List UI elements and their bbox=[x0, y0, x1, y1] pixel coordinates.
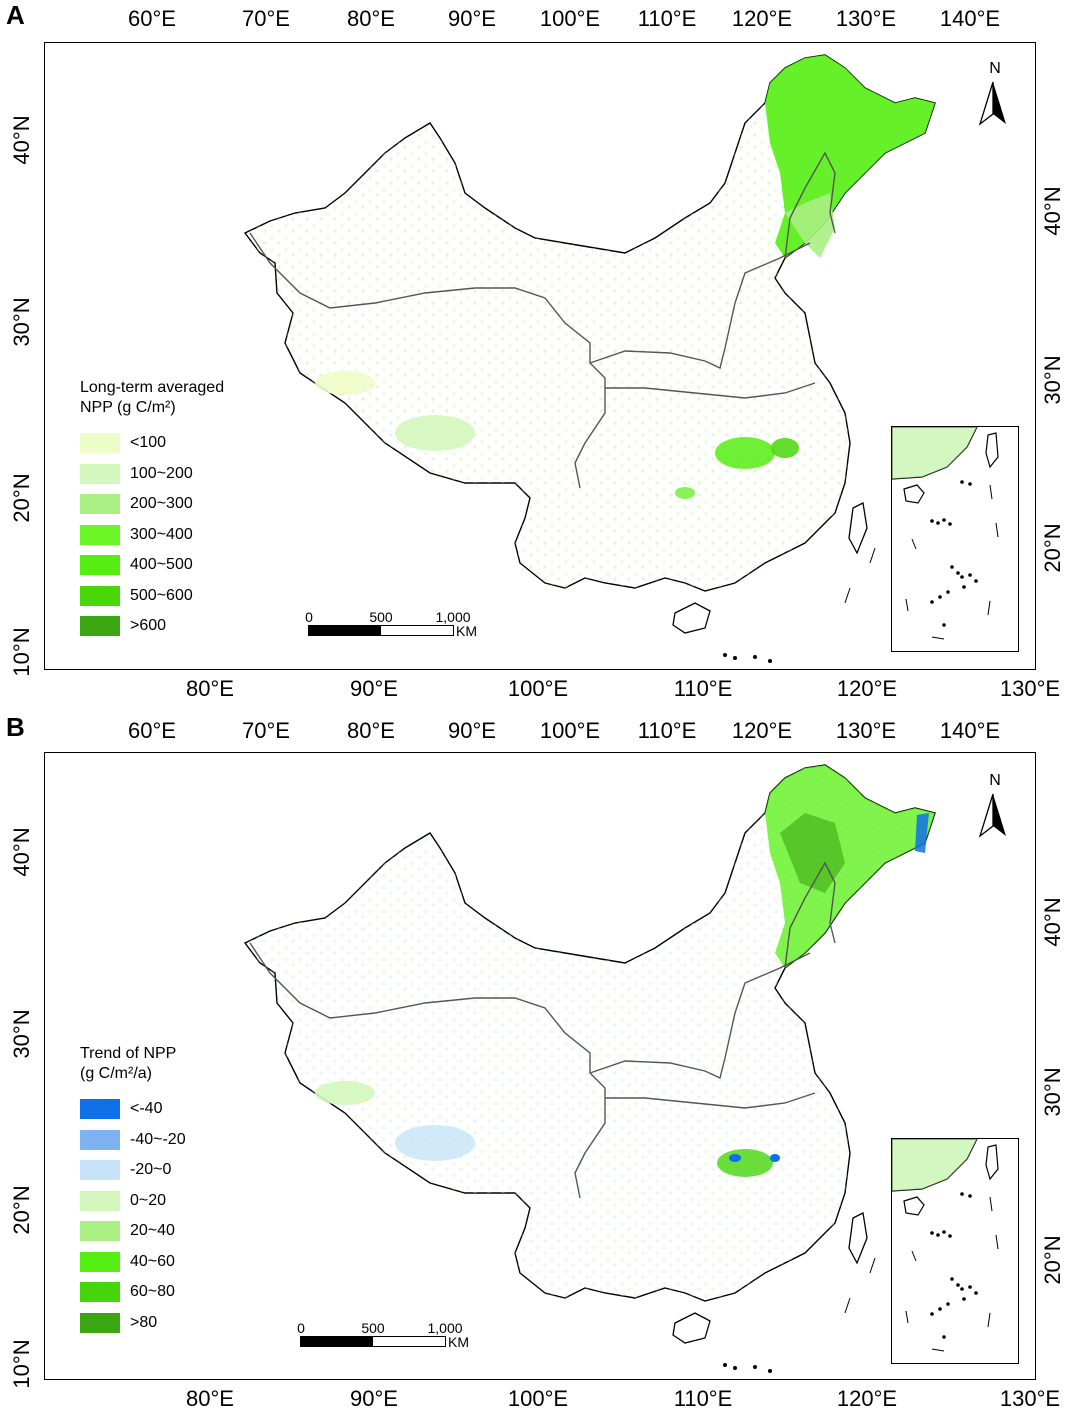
legend-swatch bbox=[80, 1312, 120, 1333]
legend-swatch bbox=[80, 463, 120, 484]
panel-letter-b: B bbox=[6, 712, 25, 742]
bottom-tick: 120°E bbox=[836, 676, 898, 701]
north-arrow-icon: N bbox=[978, 60, 1020, 130]
top-tick: 110°E bbox=[637, 718, 697, 743]
bottom-tick: 130°E bbox=[999, 1386, 1061, 1411]
legend-swatch bbox=[80, 524, 120, 545]
legend-swatch bbox=[80, 585, 120, 606]
legend-title: Trend of NPP (g C/m²/a) bbox=[80, 1045, 177, 1082]
bottom-tick: 90°E bbox=[350, 676, 398, 701]
top-tick: 90°E bbox=[448, 6, 496, 31]
south-china-sea-inset bbox=[891, 1138, 1019, 1364]
bottom-tick: 100°E bbox=[507, 676, 569, 701]
top-tick: 70°E bbox=[242, 718, 290, 743]
legend-swatch bbox=[80, 1251, 120, 1272]
bottom-tick: 120°E bbox=[836, 1386, 898, 1411]
legend-swatch bbox=[80, 1221, 120, 1242]
bottom-tick: 130°E bbox=[999, 676, 1061, 701]
legend-item: >80 bbox=[80, 1308, 186, 1339]
legend-swatch bbox=[80, 1190, 120, 1211]
legend-item: 60~80 bbox=[80, 1277, 186, 1308]
legend-swatch bbox=[80, 494, 120, 515]
legend-swatch bbox=[80, 616, 120, 637]
left-tick: 40°N bbox=[9, 115, 34, 165]
top-tick: 140°E bbox=[939, 718, 1001, 743]
hainan-island bbox=[672, 602, 711, 634]
taiwan-island bbox=[848, 502, 868, 555]
legend-swatch bbox=[80, 555, 120, 576]
legend-item: 100~200 bbox=[80, 459, 224, 490]
china-map-b bbox=[243, 764, 936, 1373]
region-boundary bbox=[249, 232, 606, 489]
top-tick: 110°E bbox=[637, 6, 697, 31]
northeast-trend bbox=[765, 765, 935, 968]
top-tick: 140°E bbox=[939, 6, 1001, 31]
legend-swatch bbox=[80, 1160, 120, 1181]
top-tick: 90°E bbox=[448, 718, 496, 743]
legend-item: 400~500 bbox=[80, 550, 224, 581]
top-tick: 80°E bbox=[347, 6, 395, 31]
top-tick: 100°E bbox=[539, 6, 601, 31]
top-tick: 80°E bbox=[347, 718, 395, 743]
legend-item: 500~600 bbox=[80, 581, 224, 612]
legend-swatch bbox=[80, 1129, 120, 1150]
legend-swatch bbox=[80, 1282, 120, 1303]
right-tick: 30°N bbox=[1040, 1067, 1065, 1117]
top-tick: 70°E bbox=[242, 6, 290, 31]
bottom-tick: 110°E bbox=[673, 676, 733, 701]
bottom-tick: 80°E bbox=[186, 676, 234, 701]
right-tick: 40°N bbox=[1040, 897, 1065, 947]
bottom-tick: 80°E bbox=[186, 1386, 234, 1411]
bottom-tick: 100°E bbox=[507, 1386, 569, 1411]
scale-bar-b: 0 500 1,000 KM bbox=[297, 1320, 469, 1350]
legend-item: >600 bbox=[80, 611, 224, 642]
top-tick: 60°E bbox=[128, 6, 176, 31]
north-arrow-icon: N bbox=[978, 772, 1020, 842]
left-tick: 10°N bbox=[9, 627, 34, 677]
scale-bar-a: 0 500 1,000 KM bbox=[305, 609, 477, 639]
right-tick: 20°N bbox=[1040, 1235, 1065, 1285]
legend-a: Long-term averaged NPP (g C/m²) <100 100… bbox=[80, 378, 224, 642]
legend-swatch bbox=[80, 1099, 120, 1120]
legend-item: 0~20 bbox=[80, 1186, 186, 1217]
top-tick: 100°E bbox=[539, 718, 601, 743]
left-tick: 30°N bbox=[9, 297, 34, 347]
legend-item: 300~400 bbox=[80, 520, 224, 551]
legend-item: <-40 bbox=[80, 1094, 186, 1125]
left-tick: 30°N bbox=[9, 1009, 34, 1059]
panel-letter-a: A bbox=[6, 0, 25, 30]
right-tick: 40°N bbox=[1040, 186, 1065, 236]
right-tick: 20°N bbox=[1040, 523, 1065, 573]
legend-item: 200~300 bbox=[80, 489, 224, 520]
legend-title: Long-term averaged NPP (g C/m²) bbox=[80, 379, 225, 416]
hainan-island bbox=[672, 1312, 711, 1344]
top-tick: 120°E bbox=[731, 6, 793, 31]
legend-item: -40~-20 bbox=[80, 1125, 186, 1156]
legend-item: 20~40 bbox=[80, 1216, 186, 1247]
legend-item: -20~0 bbox=[80, 1155, 186, 1186]
bottom-tick: 110°E bbox=[673, 1386, 733, 1411]
top-tick: 130°E bbox=[835, 718, 897, 743]
china-map-a bbox=[243, 54, 936, 663]
northeast-vegetation bbox=[765, 55, 935, 258]
bottom-tick: 90°E bbox=[350, 1386, 398, 1411]
south-china-sea-inset bbox=[891, 426, 1019, 652]
left-tick: 20°N bbox=[9, 1185, 34, 1235]
legend-item: 40~60 bbox=[80, 1247, 186, 1278]
top-tick: 120°E bbox=[731, 718, 793, 743]
legend-swatch bbox=[80, 433, 120, 454]
right-tick: 30°N bbox=[1040, 355, 1065, 405]
top-tick: 130°E bbox=[835, 6, 897, 31]
map-frame-a bbox=[44, 42, 1036, 670]
map-frame-b bbox=[44, 752, 1036, 1380]
left-tick: 40°N bbox=[9, 827, 34, 877]
legend-b: Trend of NPP (g C/m²/a) <-40 -40~-20 -20… bbox=[80, 1044, 186, 1338]
left-tick: 10°N bbox=[9, 1339, 34, 1389]
taiwan-island bbox=[848, 1212, 868, 1265]
top-tick: 60°E bbox=[128, 718, 176, 743]
legend-item: <100 bbox=[80, 428, 224, 459]
left-tick: 20°N bbox=[9, 473, 34, 523]
